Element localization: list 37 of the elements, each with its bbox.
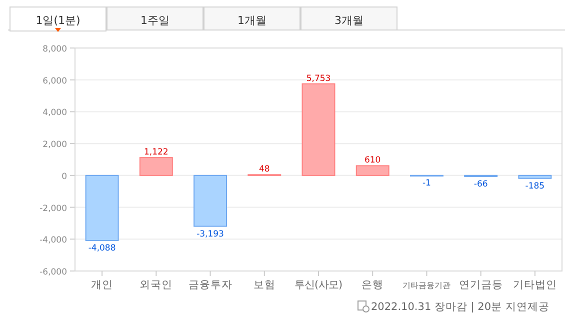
y-tick-label: 4,000 <box>42 108 67 118</box>
x-tick-label: 개인 <box>91 279 114 291</box>
bar <box>139 157 173 176</box>
data-label: 1,122 <box>144 148 168 158</box>
y-tick-label: 0 <box>62 172 67 182</box>
data-label: 610 <box>364 156 381 166</box>
x-tick-label: 보험 <box>253 279 276 291</box>
x-tick-label: 은행 <box>362 279 384 291</box>
y-tick-label: -2,000 <box>40 204 67 214</box>
x-tick-label: 기타법인 <box>512 279 557 291</box>
x-tick-label: 기타금융기관 <box>402 280 451 290</box>
y-tick-label: -4,000 <box>40 236 67 246</box>
data-label: -66 <box>474 179 488 190</box>
y-tick-label: 2,000 <box>42 140 67 150</box>
text: 3개월 <box>334 14 364 27</box>
y-tick-label: -6,000 <box>40 268 67 278</box>
data-label: -1 <box>422 178 431 188</box>
data-label: 48 <box>258 164 270 175</box>
data-label: 5,753 <box>306 74 331 84</box>
x-tick-label: 외국인 <box>140 279 173 291</box>
bar <box>518 174 552 179</box>
y-tick-label: 6,000 <box>42 76 67 86</box>
x-tick-label: 금융투자 <box>188 279 232 291</box>
text: 2022.10.31 장마감 | 20분 지연제공 <box>371 301 550 313</box>
bar <box>302 83 336 176</box>
bar <box>85 174 119 242</box>
text: 1일(1분) <box>36 14 80 27</box>
data-label: -3,193 <box>196 229 224 240</box>
x-tick-label: 연기금등 <box>458 279 503 291</box>
bar <box>194 174 228 227</box>
text: 1개월 <box>238 14 266 27</box>
data-label: -185 <box>525 181 545 192</box>
x-tick-label: 투신(사모) <box>294 279 343 291</box>
text: 1주일 <box>140 14 170 27</box>
data-label: -4,088 <box>88 244 116 254</box>
bar <box>356 165 390 176</box>
y-tick-label: 8,000 <box>42 44 67 54</box>
